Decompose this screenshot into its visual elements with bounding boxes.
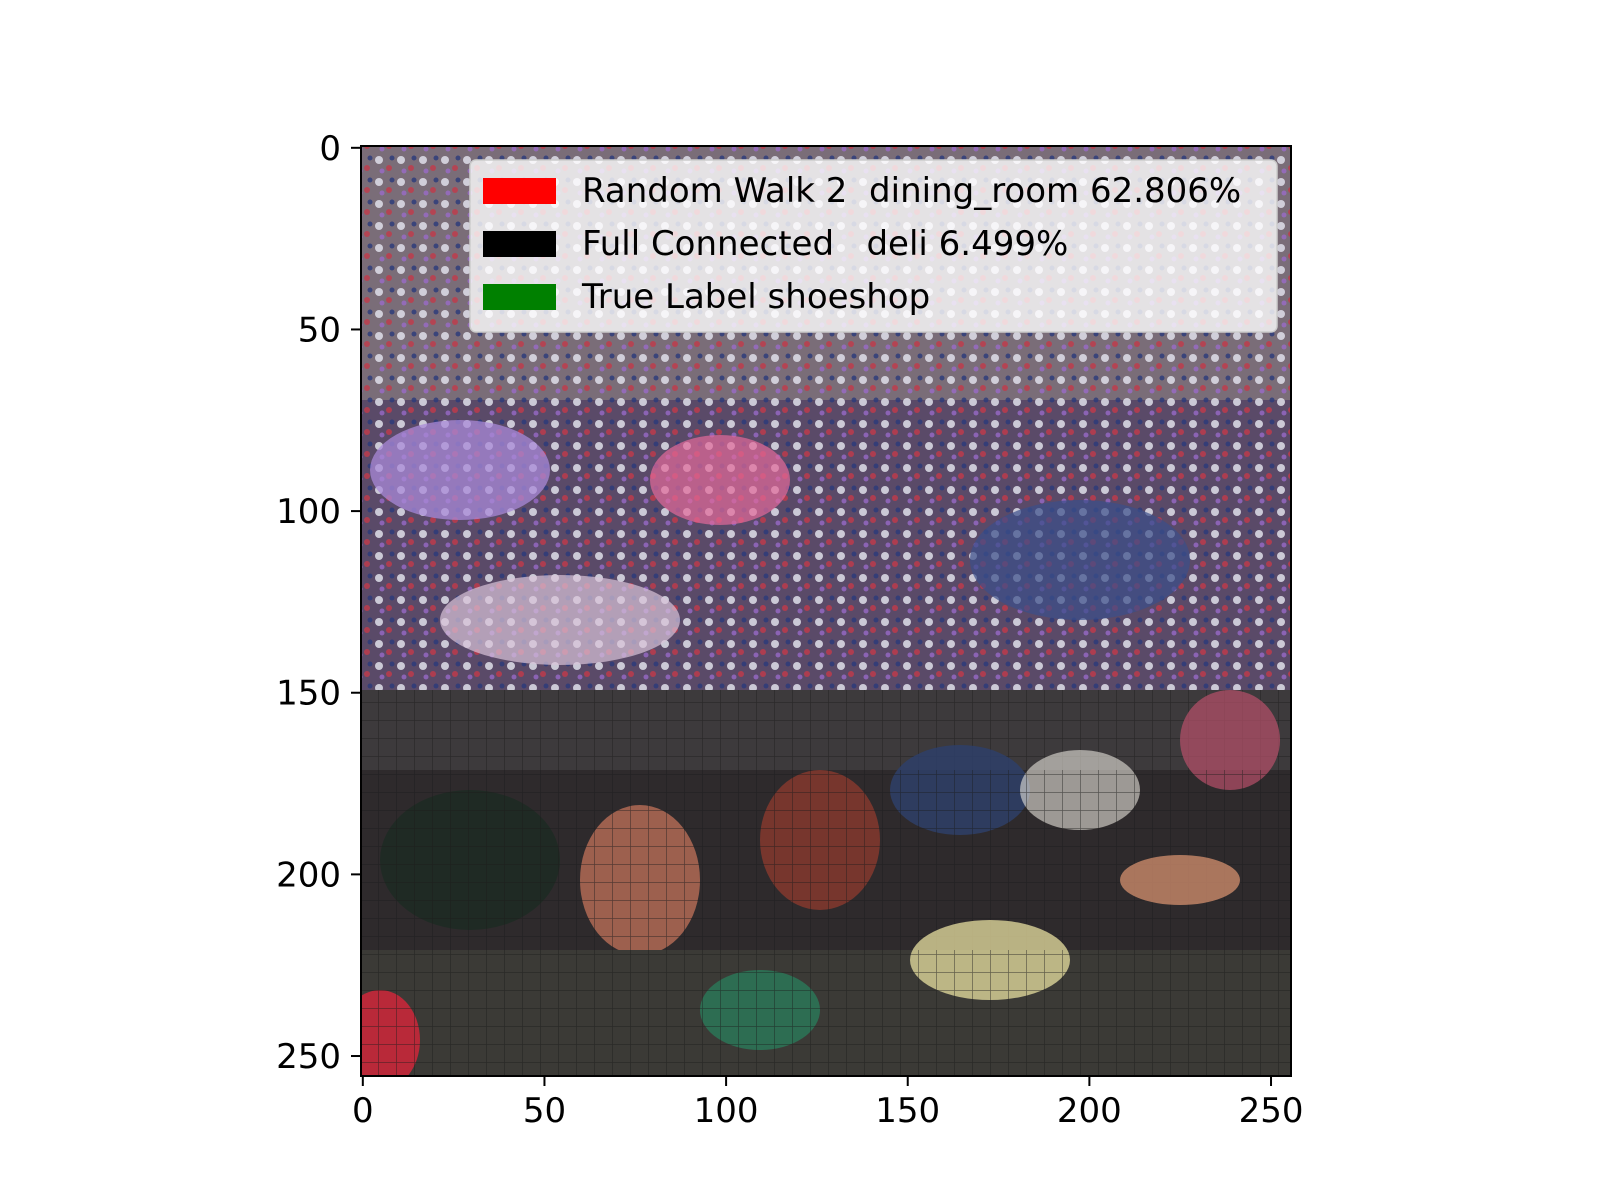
x-tick-label: 0 — [352, 1091, 374, 1131]
y-axis: 0 50 100 150 200 250 — [276, 129, 361, 1077]
x-axis: 0 50 100 150 200 250 — [352, 1076, 1303, 1131]
legend-label: True Label shoeshop — [581, 277, 930, 317]
y-tick-label: 100 — [276, 492, 341, 532]
y-tick-label: 200 — [276, 855, 341, 895]
x-tick-label: 250 — [1239, 1091, 1304, 1131]
legend-label: Random Walk 2 dining_room 62.806% — [582, 171, 1241, 211]
legend-swatch — [483, 231, 556, 257]
legend-swatch — [483, 284, 556, 310]
y-tick-label: 150 — [276, 674, 341, 714]
x-tick-label: 200 — [1057, 1091, 1122, 1131]
legend: Random Walk 2 dining_room 62.806% Full Co… — [469, 159, 1278, 333]
axes-frame — [360, 145, 1292, 1077]
x-tick-label: 50 — [523, 1091, 566, 1131]
y-tick-label: 0 — [319, 129, 341, 169]
y-tick-label: 250 — [276, 1037, 341, 1077]
legend-swatch — [483, 178, 556, 204]
x-tick-label: 100 — [694, 1091, 759, 1131]
legend-box — [469, 159, 1278, 333]
y-tick-label: 50 — [298, 310, 341, 350]
x-tick-label: 150 — [875, 1091, 940, 1131]
legend-label: Full Connected deli 6.499% — [582, 224, 1068, 264]
